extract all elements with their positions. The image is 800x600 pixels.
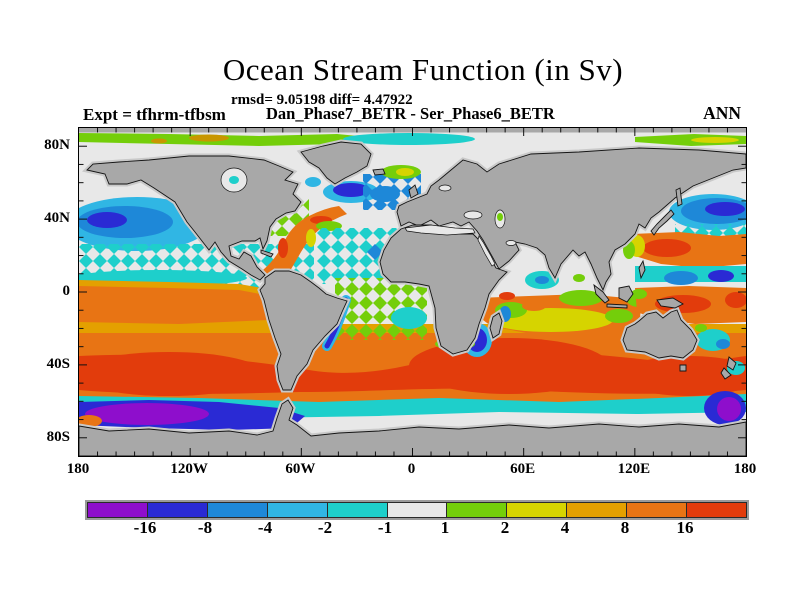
- season-label: ANN: [703, 103, 741, 123]
- y-axis-tick-label: 40S: [46, 355, 70, 372]
- x-axis-tick-label: 120E: [617, 461, 651, 477]
- colorbar-tick-label: -8: [197, 518, 213, 537]
- x-axis-tick-label: 120W: [170, 461, 208, 477]
- x-axis-tick-label: 0: [407, 461, 416, 477]
- x-axis-tick-label: 60E: [510, 461, 536, 477]
- experiment-label: Expt = tfhrm-tfbsm: [83, 105, 226, 124]
- colorbar-cell: [146, 502, 208, 518]
- hudson-bay-anomaly: [229, 176, 239, 184]
- colorbar-cell: [446, 502, 508, 518]
- colorbar-tick-label: 16: [676, 518, 694, 537]
- colorbar-tick-label: 4: [560, 518, 570, 537]
- colorbar-cell: [686, 502, 747, 518]
- x-axis-tick-label: 180: [733, 461, 757, 477]
- comparison-text: Dan_Phase7_BETR - Ser_Phase6_BETR: [266, 104, 555, 123]
- inland-seas: [220, 167, 517, 267]
- colorbar-tick-label: 2: [500, 518, 510, 537]
- page-title: Ocean Stream Function (in Sv): [222, 52, 624, 87]
- y-axis-tick-label: 80N: [44, 137, 70, 154]
- x-axis-tick-label: 60W: [285, 461, 316, 477]
- colorbar-cell: [206, 502, 268, 518]
- world-map-plot: [79, 128, 746, 456]
- colorbar-cell: [266, 502, 328, 518]
- x-axis-tick-label: 180: [66, 461, 90, 477]
- colorbar-tick-label: 1: [440, 518, 450, 537]
- colorbar-cell: [87, 502, 148, 518]
- caspian-anomaly: [497, 213, 503, 221]
- tick-marks: [79, 128, 746, 456]
- colorbar-cell: [326, 502, 388, 518]
- map-frame: [78, 127, 747, 457]
- y-axis-tick-label: 40N: [44, 210, 70, 227]
- y-axis-tick-label: 0: [62, 283, 71, 299]
- colorbar-tick-label: -4: [257, 518, 273, 537]
- colorbar-tick-label: -2: [317, 518, 333, 537]
- stats-text: rmsd= 9.05198 diff= 4.47922: [231, 92, 413, 108]
- colorbar: [85, 500, 749, 520]
- y-axis-tick-label: 80S: [46, 428, 70, 445]
- colorbar-tick-label: -16: [133, 518, 157, 537]
- colorbar-cell: [626, 502, 688, 518]
- colorbar-cell: [506, 502, 568, 518]
- colorbar-tick-label: -1: [377, 518, 393, 537]
- colorbar-cell: [386, 502, 448, 518]
- colorbar-tick-label: 8: [620, 518, 630, 537]
- colorbar-cell: [566, 502, 628, 518]
